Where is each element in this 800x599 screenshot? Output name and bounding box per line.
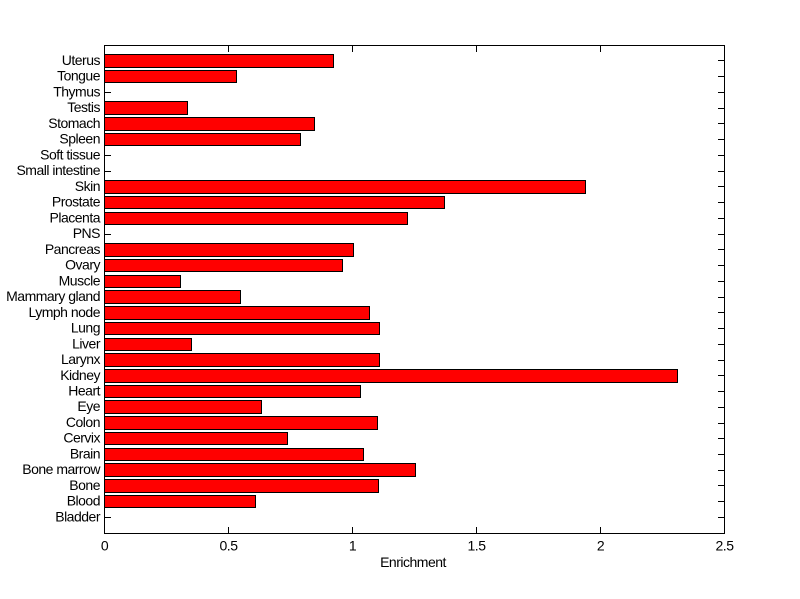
svg-text:PNS: PNS	[73, 225, 100, 241]
svg-text:Liver: Liver	[72, 335, 101, 351]
svg-text:Bladder: Bladder	[55, 508, 101, 524]
svg-text:Muscle: Muscle	[59, 272, 101, 288]
svg-text:Heart: Heart	[68, 383, 100, 399]
svg-text:Thymus: Thymus	[53, 83, 100, 99]
svg-text:2.5: 2.5	[716, 537, 735, 553]
svg-text:1: 1	[349, 537, 357, 553]
svg-text:Bone marrow: Bone marrow	[22, 461, 101, 477]
svg-text:Testis: Testis	[67, 99, 100, 115]
svg-text:Prostate: Prostate	[52, 194, 101, 210]
svg-text:0: 0	[101, 537, 109, 553]
svg-text:2: 2	[597, 537, 605, 553]
svg-text:Tongue: Tongue	[57, 68, 101, 84]
svg-text:Stomach: Stomach	[48, 115, 100, 131]
svg-text:Larynx: Larynx	[61, 351, 101, 367]
svg-text:Bone: Bone	[69, 477, 100, 493]
svg-text:Kidney: Kidney	[60, 367, 100, 383]
svg-text:Blood: Blood	[67, 493, 100, 509]
svg-text:Lung: Lung	[71, 320, 100, 336]
svg-text:Enrichment: Enrichment	[380, 554, 446, 570]
svg-text:Colon: Colon	[66, 414, 100, 430]
svg-text:Small intestine: Small intestine	[16, 162, 100, 178]
svg-text:Mammary gland: Mammary gland	[6, 288, 100, 304]
svg-text:Spleen: Spleen	[59, 131, 100, 147]
svg-text:Pancreas: Pancreas	[45, 241, 101, 257]
svg-text:Ovary: Ovary	[65, 257, 100, 273]
svg-text:Brain: Brain	[70, 445, 100, 461]
svg-text:Uterus: Uterus	[62, 52, 101, 68]
svg-text:Eye: Eye	[77, 398, 100, 414]
svg-text:0.5: 0.5	[220, 537, 239, 553]
svg-text:Soft tissue: Soft tissue	[40, 146, 101, 162]
svg-text:1.5: 1.5	[468, 537, 487, 553]
svg-text:Skin: Skin	[75, 178, 100, 194]
svg-text:Placenta: Placenta	[50, 209, 101, 225]
svg-text:Lymph node: Lymph node	[28, 304, 100, 320]
svg-text:Cervix: Cervix	[63, 430, 100, 446]
